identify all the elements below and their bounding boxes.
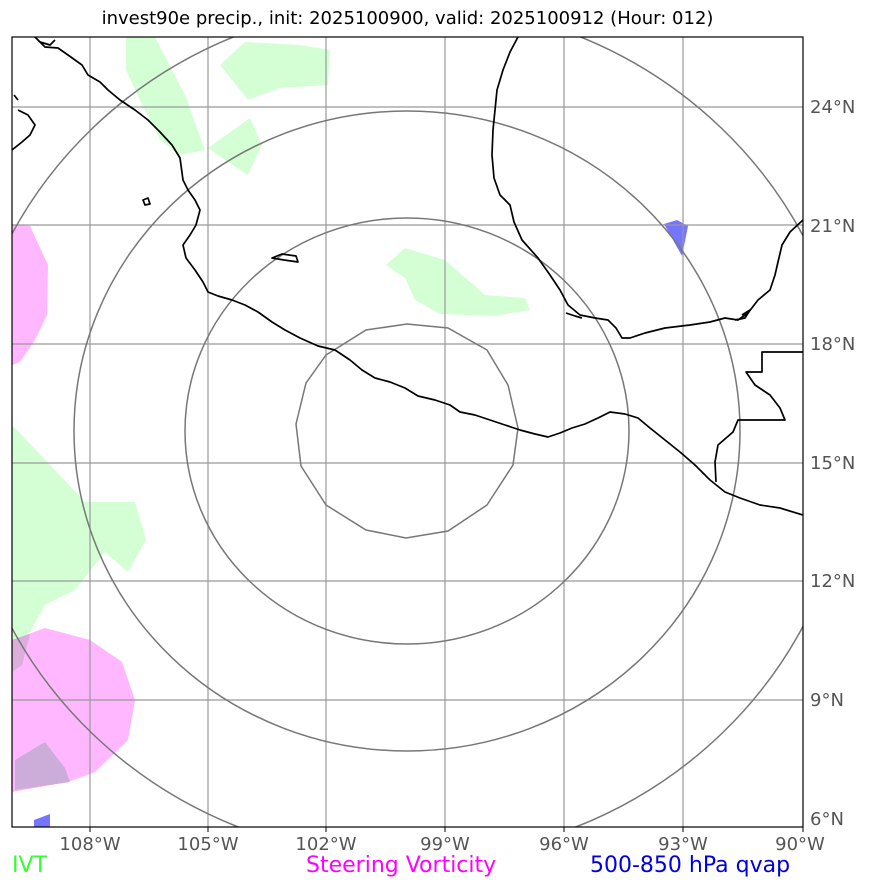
lon-label: 99°W	[420, 834, 470, 855]
qvap-region	[664, 220, 688, 256]
ivt-region	[386, 248, 530, 316]
qvap-shading	[34, 220, 688, 827]
ivt-region	[208, 118, 262, 175]
coastlines	[12, 37, 803, 516]
ivt-region	[126, 37, 205, 155]
lat-label: 6°N	[810, 809, 844, 830]
lat-label: 24°N	[810, 97, 855, 118]
baja-coast	[12, 94, 36, 151]
qvap-region	[34, 814, 50, 827]
lat-label: 21°N	[810, 216, 855, 237]
legend-vorticity: Steering Vorticity	[306, 853, 497, 878]
lat-label: 9°N	[810, 690, 844, 711]
vorticity-overlap	[15, 742, 70, 790]
range-ring-3	[73, 110, 741, 752]
pacific-coast	[34, 37, 803, 516]
vorticity-overlap	[12, 634, 30, 672]
ivt-shading	[12, 37, 530, 648]
lat-labels: 24°N 21°N 18°N 15°N 12°N 9°N 6°N	[810, 97, 855, 830]
lon-label: 96°W	[539, 834, 589, 855]
yucatan-lagoon	[565, 309, 751, 321]
lat-label: 18°N	[810, 334, 855, 355]
legend-ivt: IVT	[12, 853, 47, 878]
plot-frame	[11, 36, 804, 828]
ivt-region	[220, 42, 330, 100]
lon-label: 108°W	[59, 834, 120, 855]
lat-label: 15°N	[810, 453, 855, 474]
guatemala-border	[714, 351, 803, 483]
lon-label: 93°W	[658, 834, 708, 855]
range-rings	[12, 37, 803, 827]
range-ring-2	[184, 217, 630, 645]
lat-label: 12°N	[810, 571, 855, 592]
lon-label: 90°W	[775, 834, 825, 855]
tick-marks	[89, 827, 804, 832]
islands	[39, 39, 299, 263]
map-title: invest90e precip., init: 2025100900, val…	[101, 8, 714, 29]
legend-qvap: 500-850 hPa qvap	[590, 853, 791, 878]
graticule	[12, 37, 803, 827]
gulf-coast	[491, 37, 803, 339]
vorticity-shading	[12, 224, 135, 792]
ivt-region	[12, 425, 146, 648]
range-ring-1	[295, 323, 519, 539]
lon-label: 102°W	[295, 834, 356, 855]
lon-label: 105°W	[177, 834, 238, 855]
vorticity-region	[12, 224, 48, 365]
lon-labels: 108°W 105°W 102°W 99°W 96°W 93°W 90°W	[59, 834, 825, 855]
